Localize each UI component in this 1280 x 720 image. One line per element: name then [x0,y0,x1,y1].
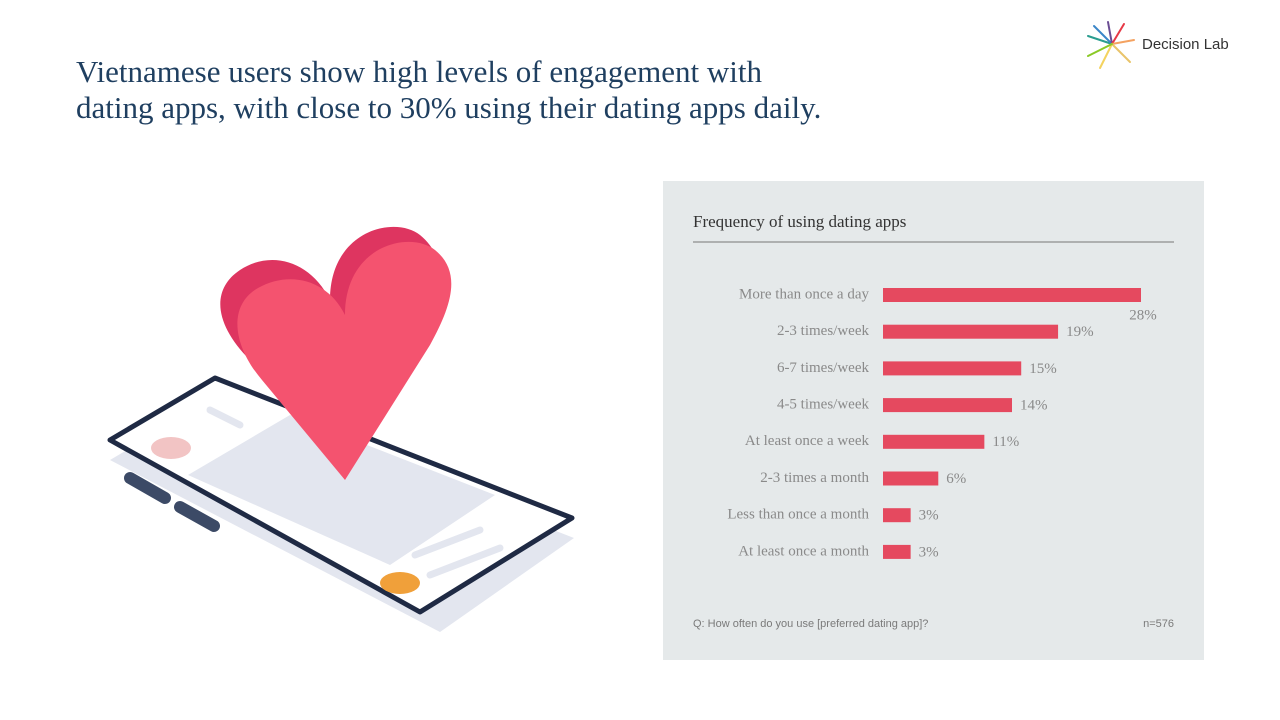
value-label: 3% [919,544,939,560]
bar [883,434,985,449]
logo: Decision Lab [1087,21,1229,69]
phone-illustration [107,226,575,632]
sample-size: n=576 [1143,618,1174,630]
category-label: 4-5 times/week [777,397,870,413]
category-label: At least once a month [738,543,869,559]
value-label: 15% [1029,361,1057,377]
category-label: More than once a day [739,286,869,302]
bar [883,361,1022,376]
bar [883,324,1059,339]
category-label: At least once a week [745,433,870,449]
chart-panel [663,181,1204,660]
headline: dating apps, with close to 30% using the… [76,90,821,125]
value-label: 3% [919,508,939,524]
category-label: 6-7 times/week [777,360,870,376]
headline: Vietnamese users show high levels of eng… [76,54,762,89]
value-label: 14% [1020,398,1048,414]
category-label: 2-3 times a month [760,470,869,486]
category-label: Less than once a month [727,507,869,523]
chart-title: Frequency of using dating apps [693,212,906,231]
category-label: 2-3 times/week [777,323,870,339]
value-label: 11% [992,434,1019,450]
question: Q: How often do you use [preferred datin… [693,618,928,630]
bar [883,508,911,523]
bar [883,288,1141,302]
bar [883,471,939,486]
logo-text: Decision Lab [1142,36,1229,53]
value-label: 6% [946,471,966,487]
value-label: 28% [1129,307,1157,323]
bar [883,398,1012,413]
value-label: 19% [1066,324,1094,340]
bar [883,544,911,559]
